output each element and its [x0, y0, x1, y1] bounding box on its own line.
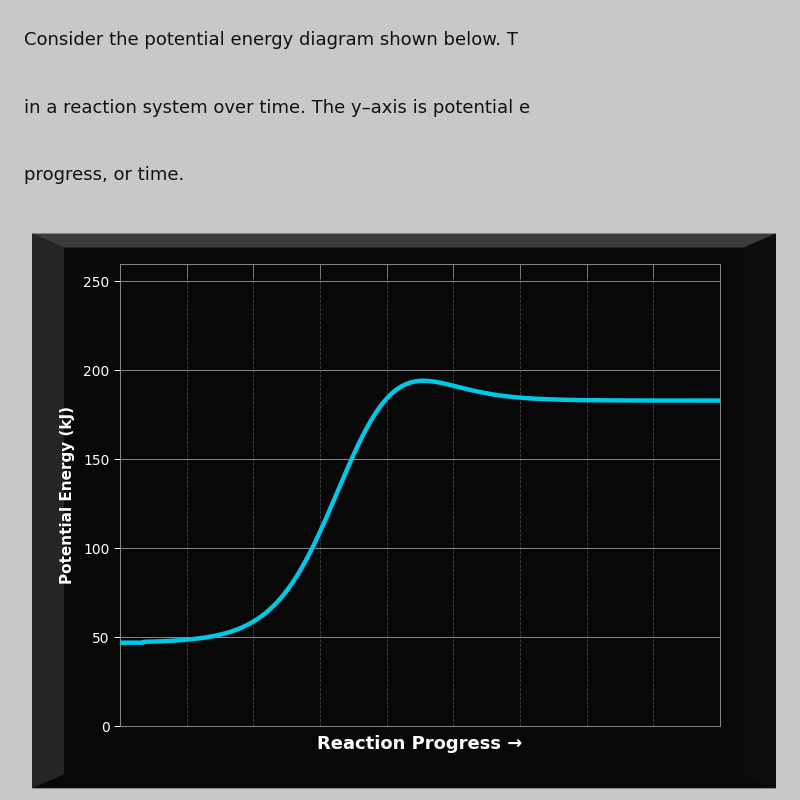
Polygon shape	[744, 234, 776, 788]
Polygon shape	[32, 234, 776, 247]
X-axis label: Reaction Progress →: Reaction Progress →	[318, 734, 522, 753]
Text: progress, or time.: progress, or time.	[24, 166, 184, 184]
Text: Consider the potential energy diagram shown below. T: Consider the potential energy diagram sh…	[24, 31, 518, 50]
Bar	[64, 247, 744, 774]
Polygon shape	[32, 774, 776, 788]
Polygon shape	[32, 234, 64, 788]
Text: in a reaction system over time. The y–axis is potential e: in a reaction system over time. The y–ax…	[24, 98, 530, 117]
Y-axis label: Potential Energy (kJ): Potential Energy (kJ)	[60, 406, 75, 584]
